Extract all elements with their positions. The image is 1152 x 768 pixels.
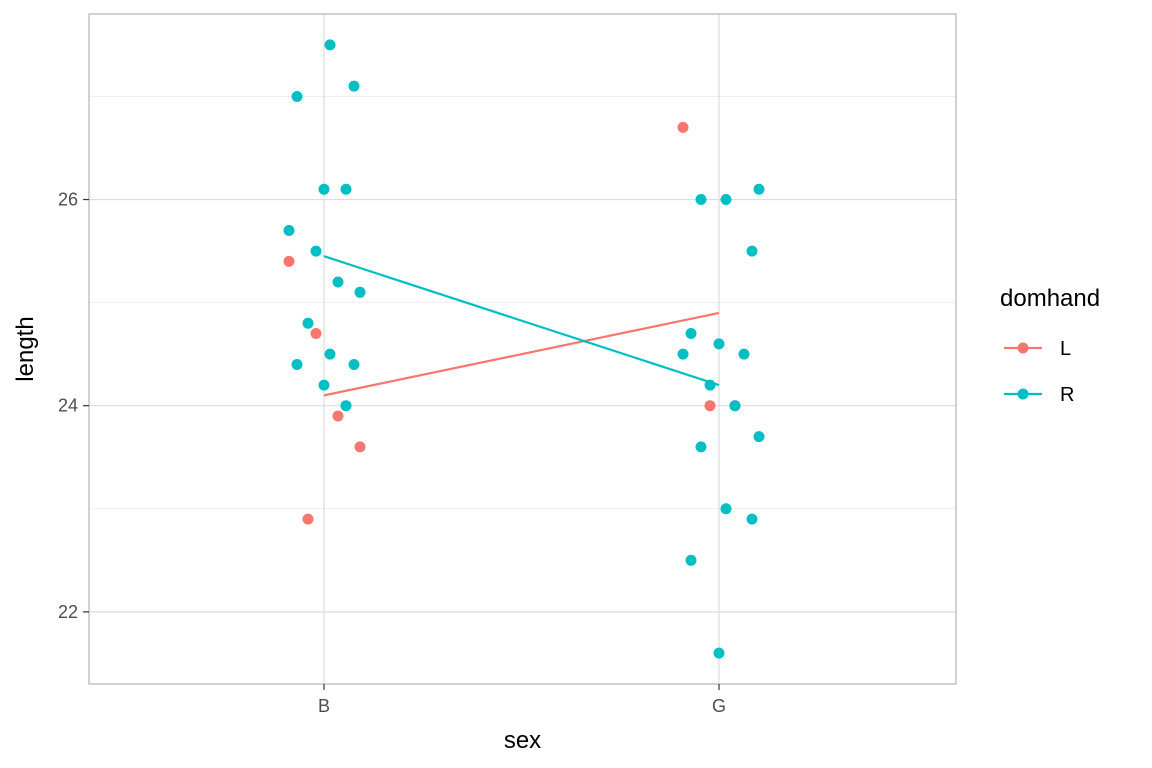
data-point-L bbox=[302, 513, 314, 525]
data-point-L bbox=[332, 410, 344, 422]
y-tick-label: 22 bbox=[58, 602, 78, 622]
legend: domhand L R bbox=[1000, 285, 1100, 406]
legend-title: domhand bbox=[1000, 285, 1100, 312]
data-point-R bbox=[753, 183, 765, 195]
panel-background bbox=[89, 14, 956, 684]
data-point-R bbox=[310, 245, 322, 257]
data-point-R bbox=[354, 286, 366, 298]
data-point-R bbox=[753, 431, 765, 443]
data-point-R bbox=[324, 39, 336, 51]
y-axis-title: length bbox=[12, 316, 39, 381]
grid-lines bbox=[89, 14, 956, 684]
data-point-R bbox=[738, 348, 750, 360]
legend-key-point-L bbox=[1017, 342, 1029, 354]
mean-line-R bbox=[323, 255, 720, 387]
data-points bbox=[283, 39, 765, 659]
panel-border bbox=[88, 13, 957, 685]
data-point-R bbox=[340, 183, 352, 195]
data-point-L bbox=[310, 328, 322, 340]
data-point-R bbox=[685, 554, 697, 566]
legend-label-L: L bbox=[1060, 338, 1071, 360]
y-tick-label: 26 bbox=[58, 190, 78, 210]
data-point-L bbox=[354, 441, 366, 453]
data-point-R bbox=[720, 503, 732, 515]
data-point-R bbox=[302, 317, 314, 329]
legend-label-R: R bbox=[1060, 384, 1074, 406]
data-point-L bbox=[704, 400, 716, 412]
mean-line-L bbox=[323, 311, 720, 397]
data-point-R bbox=[318, 183, 330, 195]
data-point-L bbox=[283, 255, 295, 267]
data-point-L bbox=[677, 121, 689, 133]
data-point-R bbox=[720, 194, 732, 206]
y-tick-label: 24 bbox=[58, 396, 78, 416]
data-point-R bbox=[746, 245, 758, 257]
data-point-R bbox=[348, 358, 360, 370]
data-point-R bbox=[713, 338, 725, 350]
data-point-R bbox=[695, 441, 707, 453]
data-point-R bbox=[677, 348, 689, 360]
axes: 22 24 26 B G bbox=[58, 190, 726, 716]
data-point-R bbox=[704, 379, 716, 391]
data-point-R bbox=[685, 328, 697, 340]
mean-lines bbox=[323, 255, 720, 397]
data-point-R bbox=[318, 379, 330, 391]
data-point-R bbox=[291, 90, 303, 102]
data-point-R bbox=[291, 358, 303, 370]
data-point-R bbox=[746, 513, 758, 525]
x-axis-title: sex bbox=[504, 727, 541, 754]
data-point-R bbox=[332, 276, 344, 288]
x-tick-label: G bbox=[712, 696, 726, 716]
x-tick-label: B bbox=[318, 696, 330, 716]
data-point-R bbox=[729, 400, 741, 412]
data-point-R bbox=[695, 194, 707, 206]
legend-key-point-R bbox=[1017, 388, 1029, 400]
data-point-R bbox=[348, 80, 360, 92]
data-point-R bbox=[713, 647, 725, 659]
data-point-R bbox=[283, 224, 295, 236]
data-point-R bbox=[340, 400, 352, 412]
data-point-R bbox=[324, 348, 336, 360]
